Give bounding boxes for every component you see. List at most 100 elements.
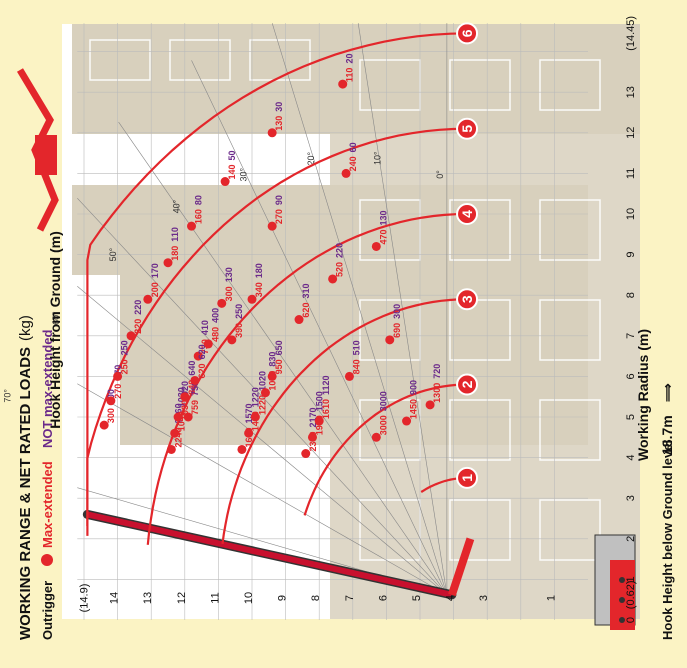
load-label: 11020	[345, 54, 355, 83]
radius-badge-label-4: 4	[459, 210, 475, 218]
load-point	[113, 371, 123, 381]
load-max: 840	[187, 380, 197, 395]
load-max: 1040	[177, 411, 187, 431]
load-not: 650	[274, 340, 284, 355]
load-not: 50	[227, 150, 237, 160]
legend-not: NOT max-extended	[40, 329, 55, 448]
load-max: 950	[274, 359, 284, 374]
load-point	[267, 128, 277, 138]
load-label: 180110	[170, 227, 180, 261]
angle-label: 10°	[372, 151, 382, 165]
load-max: 390	[234, 323, 244, 338]
curve-series-2	[303, 383, 468, 516]
load-point	[247, 294, 257, 304]
legend-prefix: Outrigger	[40, 581, 55, 640]
load-point	[344, 371, 354, 381]
x-tick-label: 0	[625, 617, 637, 623]
load-max: 130	[274, 116, 284, 131]
angle-ray	[77, 197, 448, 596]
y-tick-label: 9	[277, 595, 289, 601]
load-points: 1230003000145090013007203239021701950150…	[99, 22, 479, 489]
curve-series-3	[221, 298, 468, 545]
angle-ray	[191, 60, 448, 595]
y-tick-label: 4	[445, 595, 457, 601]
load-max: 240	[348, 156, 358, 171]
load-point	[260, 388, 270, 398]
load-not: 60	[348, 142, 358, 152]
axes: 0(0.62)12345678910111213(14.45)134567891…	[78, 16, 637, 623]
angle-ray	[77, 383, 448, 596]
load-point	[187, 221, 197, 231]
load-max: 759	[190, 400, 200, 415]
load-label: 840510	[351, 340, 361, 374]
load-label: 840640	[187, 361, 197, 395]
load-not: 220	[335, 243, 345, 258]
load-not: 250	[120, 340, 130, 355]
x-tick-label: 7	[625, 333, 637, 339]
x-tick-label: 5	[625, 414, 637, 420]
load-point	[126, 331, 136, 341]
load-max: 250	[120, 359, 130, 374]
load-label: 620310	[301, 283, 311, 317]
load-label: 340180	[254, 263, 264, 297]
load-point	[220, 177, 230, 187]
x-tick-label: 3	[625, 495, 637, 501]
load-max: 2240	[173, 427, 183, 447]
load-not: 830	[267, 352, 277, 367]
load-max: 470	[378, 229, 388, 244]
y-tick-label: 11	[209, 592, 221, 603]
load-max: 930	[180, 400, 190, 415]
load-max: 1610	[321, 399, 331, 419]
y-tick-label: 1	[545, 595, 557, 601]
load-max: 200	[150, 282, 160, 297]
load-label: 1450 900	[409, 380, 419, 419]
load-label: 930920	[180, 381, 190, 415]
y-tick-label: 13	[142, 592, 154, 604]
x-tick-label: 4	[625, 455, 637, 461]
load-point	[170, 428, 180, 438]
load-max: 220	[133, 319, 143, 334]
load-max: 160	[194, 209, 204, 224]
load-point	[294, 315, 304, 325]
grid: 0°10°20°30°40°50°60°70°80°	[2, 23, 588, 620]
load-max: 180	[170, 246, 180, 261]
curve-series-6	[86, 32, 468, 526]
load-max: 520	[335, 262, 345, 277]
load-max: 620	[197, 363, 207, 378]
load-label: 300130	[224, 267, 234, 301]
load-not: 30	[274, 102, 284, 112]
building-illustration	[72, 24, 640, 619]
load-point	[217, 298, 227, 308]
load-not: 80	[194, 195, 204, 205]
load-not: 250	[234, 304, 244, 319]
radius-badge-label-5: 5	[459, 125, 475, 133]
y-tick-label: 14	[109, 592, 121, 604]
angle-label: 20°	[306, 152, 316, 166]
load-not: 640	[187, 361, 197, 376]
boom-cylinder	[448, 537, 475, 597]
load-label: 690300	[392, 304, 402, 338]
load-max: 690	[392, 323, 402, 338]
load-max: 3000	[378, 415, 388, 435]
below-ground-label: Hook Height below Ground level	[660, 440, 675, 640]
load-max: 300	[224, 286, 234, 301]
load-point	[314, 416, 324, 426]
load-max: 110	[345, 68, 355, 83]
y-tick-label: 8	[310, 595, 322, 601]
radius-badge-1	[456, 466, 479, 489]
angle-label: 40°	[171, 199, 181, 213]
load-point	[371, 241, 381, 251]
x-tick-label: 13	[625, 86, 637, 98]
radius-badge-4	[456, 203, 479, 225]
load-max: 340	[254, 282, 264, 297]
load-point	[267, 221, 277, 231]
curve-series-4	[146, 212, 468, 545]
load-label: 520220	[335, 243, 345, 277]
load-point	[307, 432, 317, 442]
y-tick-label: (14.9)	[78, 584, 90, 613]
load-not: 750	[190, 381, 200, 396]
radius-badge-3	[456, 288, 479, 311]
y-tick-label: 7	[344, 595, 356, 601]
load-max: 1450	[409, 399, 419, 419]
